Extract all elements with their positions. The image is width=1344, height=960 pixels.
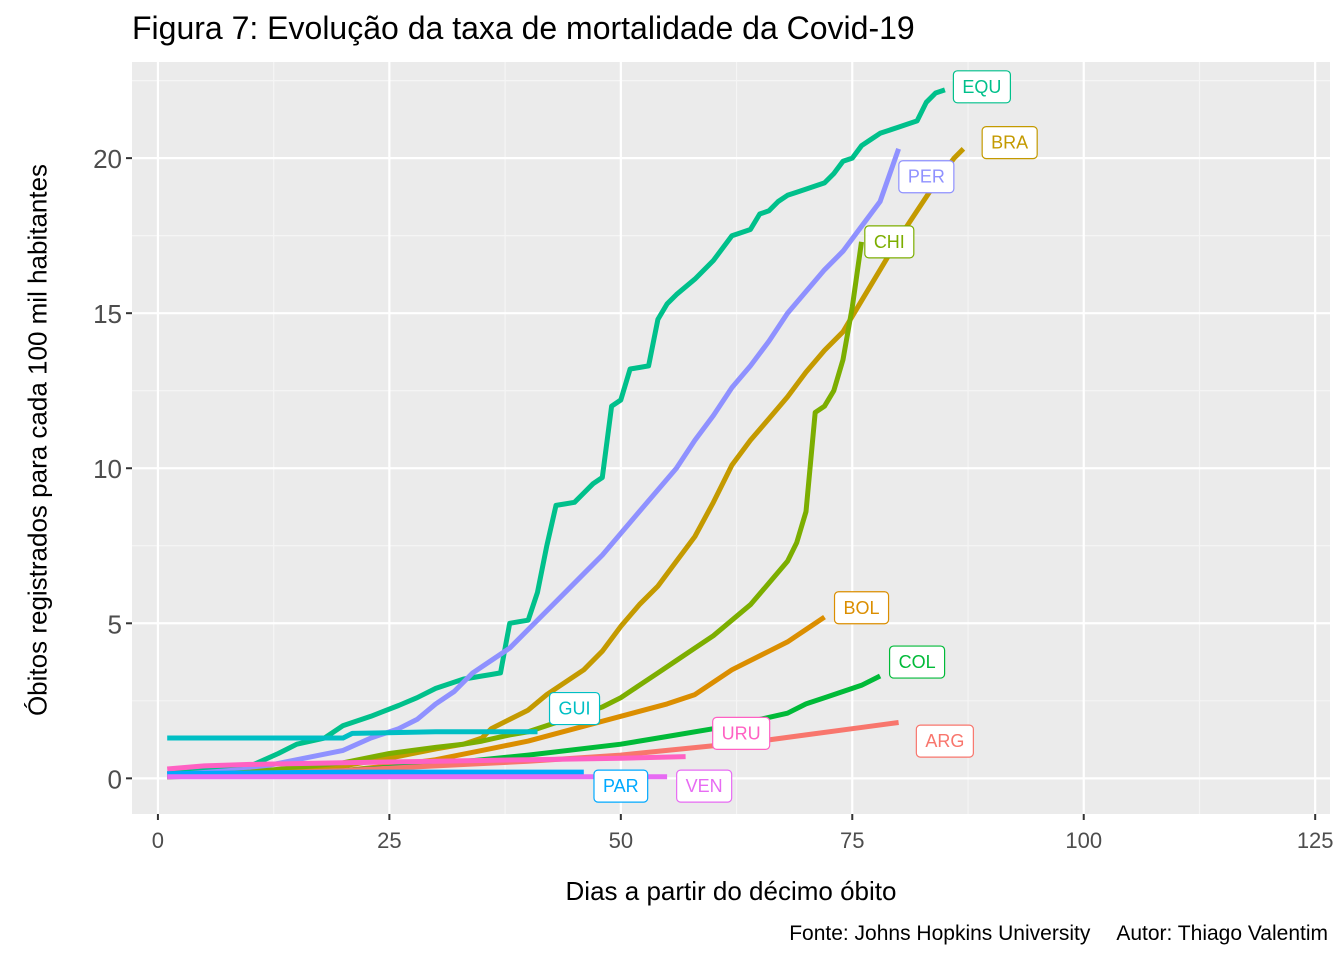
y-tick-label: 20 <box>93 144 122 174</box>
y-tick-label: 0 <box>108 764 122 794</box>
x-tick-label: 100 <box>1065 828 1102 853</box>
x-axis-title: Dias a partir do décimo óbito <box>565 876 897 906</box>
svg-text:GUI: GUI <box>559 699 591 719</box>
series-line-equ <box>166 87 946 777</box>
series-label-per: PER <box>898 160 955 194</box>
series-label-par: PAR <box>593 769 649 803</box>
y-tick-label: 5 <box>108 609 122 639</box>
axis-ticks: 0 25 50 75 100 125 0 5 10 15 20 <box>93 144 1333 853</box>
series-label-ven: VEN <box>676 769 733 803</box>
caption: Fonte: Johns Hopkins University Autor: Th… <box>763 922 1328 946</box>
plot-panel <box>132 62 1330 814</box>
svg-text:EQU: EQU <box>962 77 1001 97</box>
svg-text:VEN: VEN <box>686 776 723 796</box>
x-tick-label: 0 <box>152 828 164 853</box>
series-label-uru: URU <box>712 716 771 750</box>
svg-text:URU: URU <box>722 723 761 743</box>
y-tick-label: 10 <box>93 454 122 484</box>
series-label-chi: CHI <box>864 225 915 259</box>
series-line-par <box>167 769 584 777</box>
chart-title: Figura 7: Evolução da taxa de mortalidad… <box>132 10 915 46</box>
x-tick-label: 125 <box>1297 828 1334 853</box>
series-label-arg: ARG <box>915 724 974 758</box>
caption-source: Fonte: Johns Hopkins University <box>789 922 1091 945</box>
svg-text:PER: PER <box>908 167 945 187</box>
series-label-bra: BRA <box>981 126 1038 160</box>
svg-text:COL: COL <box>899 652 936 672</box>
series-line-uru <box>166 754 686 772</box>
svg-text:BRA: BRA <box>991 133 1028 153</box>
series-line-gui <box>167 729 538 741</box>
svg-text:CHI: CHI <box>874 232 905 252</box>
caption-author: Autor: Thiago Valentim <box>1116 922 1328 945</box>
x-tick-label: 25 <box>377 828 401 853</box>
series-label-equ: EQU <box>952 70 1012 104</box>
svg-text:PAR: PAR <box>603 776 639 796</box>
y-tick-label: 15 <box>93 299 122 329</box>
series-label-gui: GUI <box>548 691 601 726</box>
svg-text:ARG: ARG <box>925 731 964 751</box>
x-tick-label: 75 <box>840 828 864 853</box>
x-tick-label: 50 <box>609 828 633 853</box>
svg-text:BOL: BOL <box>844 598 880 618</box>
series-labels: EQU BRA PER CHI BOL COL ARG URU GUI PAR VEN <box>548 70 1038 803</box>
series-line-chi <box>167 241 864 780</box>
series-label-bol: BOL <box>833 591 890 625</box>
series-line-per <box>167 147 901 778</box>
series-label-col: COL <box>888 645 946 679</box>
